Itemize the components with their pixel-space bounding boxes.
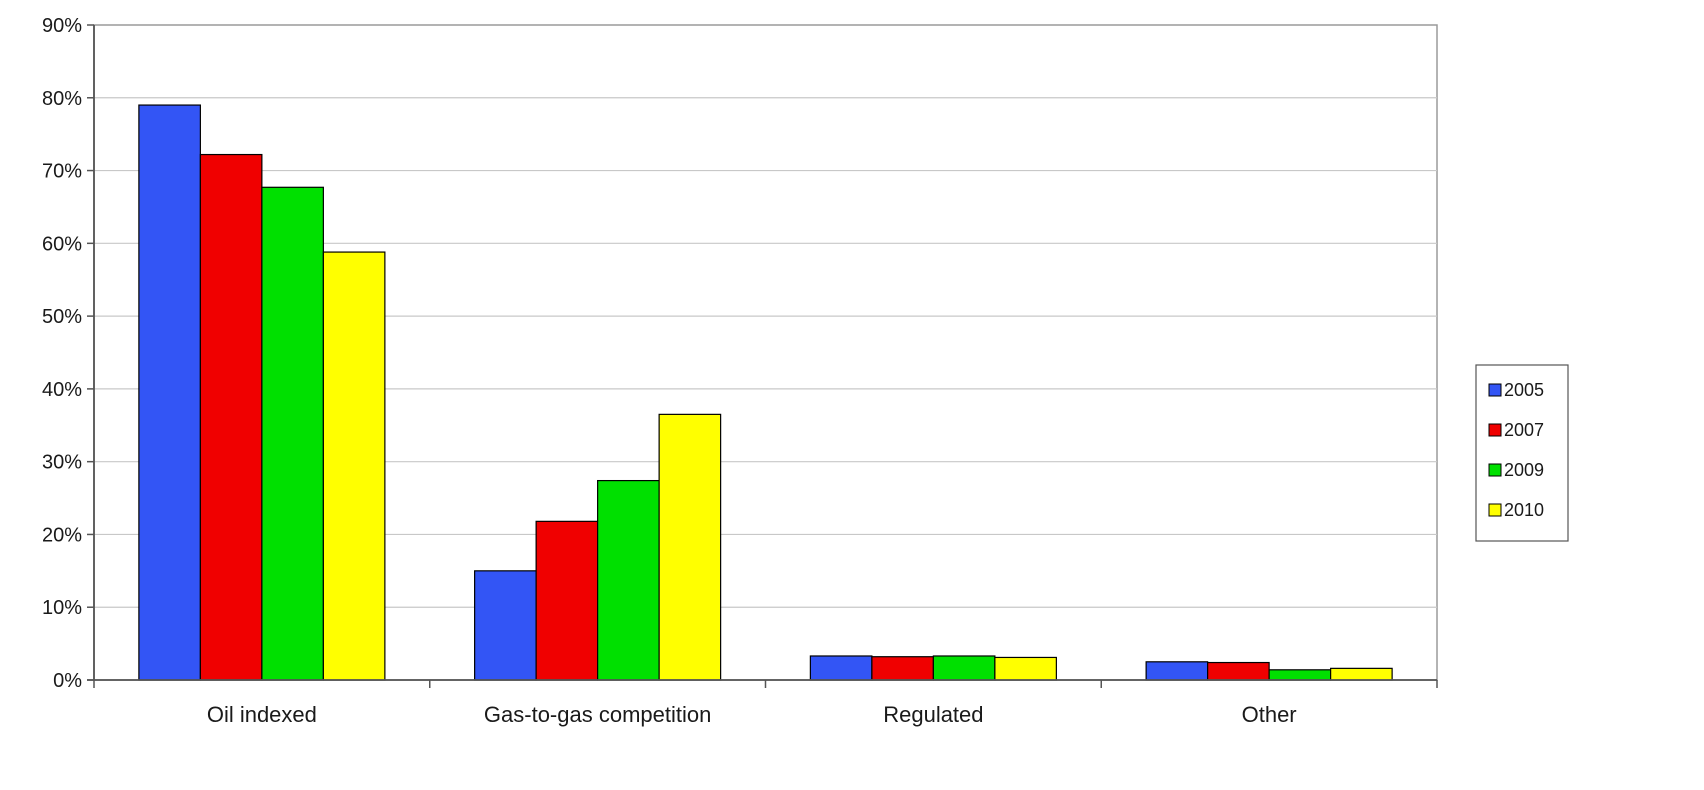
y-tick-label: 60% bbox=[42, 233, 82, 255]
y-axis-ticks: 0% 10% 20% 30% 40% 50% 60% 70% 80% 90% bbox=[42, 15, 94, 692]
legend-label-2005: 2005 bbox=[1504, 380, 1544, 400]
bars bbox=[138, 104, 1393, 681]
bar-regulated-2010 bbox=[994, 656, 1057, 681]
category-label-regulated: Regulated bbox=[883, 702, 983, 727]
category-label-oil-indexed: Oil indexed bbox=[207, 702, 317, 727]
bar-other-2010 bbox=[1330, 667, 1393, 681]
bar-gas-to-gas-competition-2005 bbox=[474, 570, 537, 681]
category-label-gas-to-gas-competition: Gas-to-gas competition bbox=[484, 702, 711, 727]
category-labels: Oil indexed Gas-to-gas competition Regulat… bbox=[207, 702, 1297, 727]
bar-regulated-2009 bbox=[932, 655, 996, 681]
bar-oil-indexed-2009 bbox=[261, 186, 324, 681]
y-tick-label: 50% bbox=[42, 306, 82, 328]
bar-oil-indexed-2007 bbox=[199, 153, 263, 681]
y-tick-label: 10% bbox=[42, 597, 82, 619]
bar-gas-to-gas-competition-2007 bbox=[535, 520, 599, 681]
bar-other-2007 bbox=[1207, 661, 1270, 681]
y-tick-label: 20% bbox=[42, 524, 82, 546]
bar-gas-to-gas-competition-2009 bbox=[597, 479, 660, 681]
y-tick-label: 80% bbox=[42, 88, 82, 110]
legend-swatch-2009 bbox=[1488, 463, 1502, 477]
legend-swatch-2005 bbox=[1488, 383, 1502, 397]
bar-oil-indexed-2010 bbox=[322, 251, 386, 681]
legend-swatch-2007 bbox=[1488, 423, 1502, 437]
y-tick-label: 90% bbox=[42, 15, 82, 37]
bar-oil-indexed-2005 bbox=[138, 104, 201, 681]
legend: 2005 2007 2009 2010 bbox=[1475, 364, 1569, 542]
legend-swatch-2010 bbox=[1488, 503, 1502, 517]
bar-regulated-2005 bbox=[809, 655, 873, 681]
bar-other-2005 bbox=[1145, 661, 1209, 681]
y-tick-label: 0% bbox=[53, 670, 82, 692]
category-label-other: Other bbox=[1242, 702, 1297, 727]
bar-gas-to-gas-competition-2010 bbox=[658, 413, 722, 681]
axes bbox=[87, 25, 1438, 688]
legend-label-2007: 2007 bbox=[1504, 420, 1544, 440]
legend-label-2009: 2009 bbox=[1504, 460, 1544, 480]
bar-other-2009 bbox=[1268, 669, 1332, 681]
y-tick-label: 70% bbox=[42, 161, 82, 183]
legend-label-2010: 2010 bbox=[1504, 500, 1544, 520]
y-tick-label: 40% bbox=[42, 379, 82, 401]
bar-regulated-2007 bbox=[871, 656, 934, 681]
y-tick-label: 30% bbox=[42, 452, 82, 474]
